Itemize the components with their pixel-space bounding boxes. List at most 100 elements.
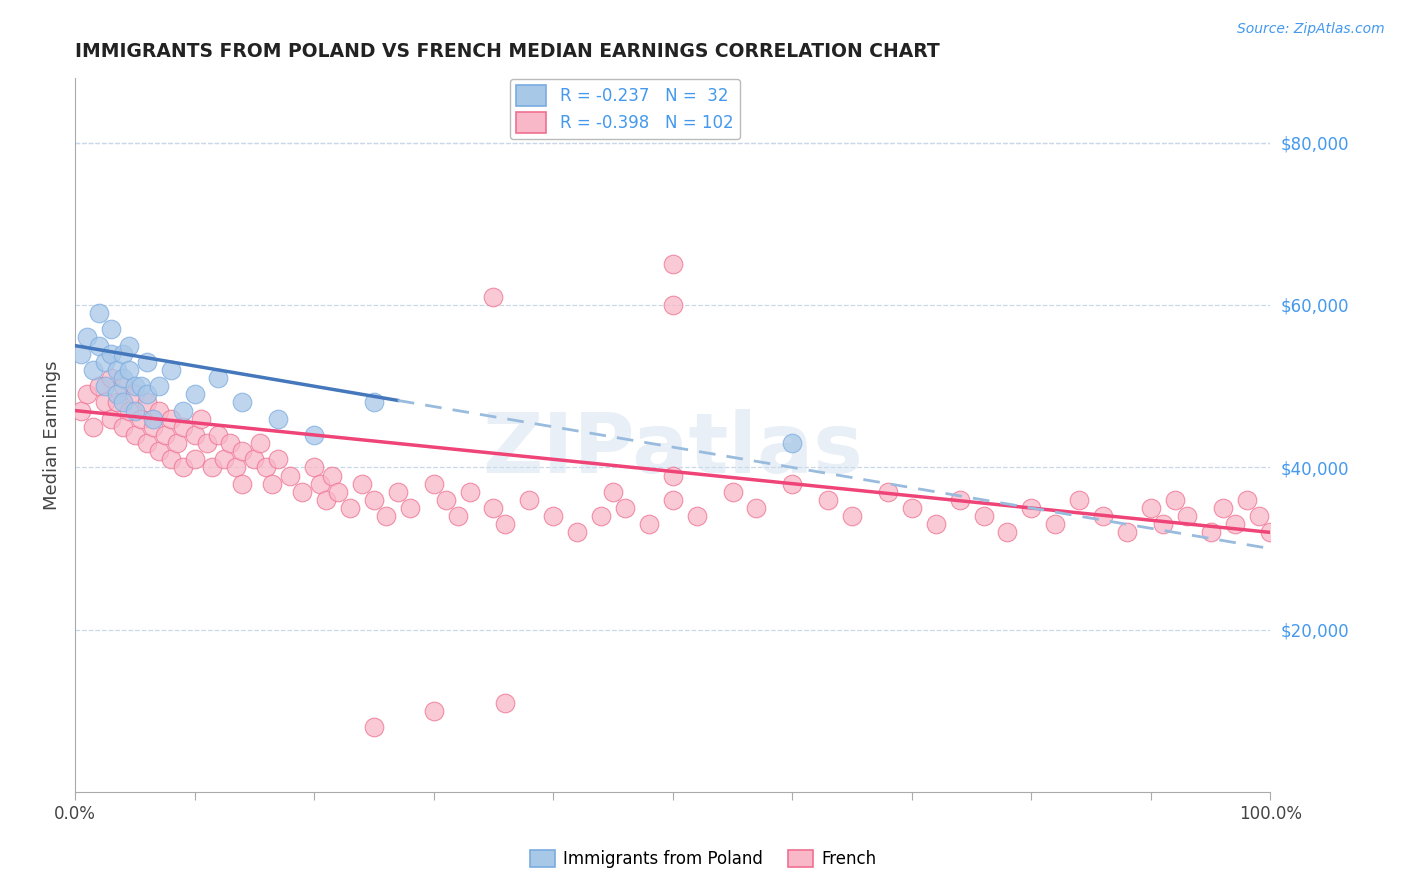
Point <box>309 476 332 491</box>
Point <box>166 436 188 450</box>
Text: IMMIGRANTS FROM POLAND VS FRENCH MEDIAN EARNINGS CORRELATION CHART: IMMIGRANTS FROM POLAND VS FRENCH MEDIAN … <box>75 42 939 61</box>
Point <box>973 509 995 524</box>
Point <box>661 257 683 271</box>
Point <box>124 428 146 442</box>
Point <box>159 411 181 425</box>
Point <box>997 525 1019 540</box>
Point <box>111 347 134 361</box>
Point <box>925 517 948 532</box>
Legend: R = -0.237   N =  32, R = -0.398   N = 102: R = -0.237 N = 32, R = -0.398 N = 102 <box>510 78 740 139</box>
Point <box>494 696 516 710</box>
Point <box>70 347 93 361</box>
Point <box>315 492 337 507</box>
Point <box>1045 517 1067 532</box>
Point <box>195 436 218 450</box>
Point <box>267 452 290 467</box>
Point <box>135 395 157 409</box>
Point <box>637 517 659 532</box>
Point <box>105 387 128 401</box>
Point <box>877 484 900 499</box>
Point <box>482 501 505 516</box>
Point <box>422 476 444 491</box>
Point <box>1140 501 1163 516</box>
Point <box>291 484 314 499</box>
Point <box>142 411 165 425</box>
Point <box>94 395 117 409</box>
Point <box>183 452 205 467</box>
Point <box>87 306 110 320</box>
Point <box>661 298 683 312</box>
Point <box>94 355 117 369</box>
Point <box>172 419 194 434</box>
Point <box>159 452 181 467</box>
Point <box>129 379 152 393</box>
Point <box>1212 501 1234 516</box>
Point <box>100 411 122 425</box>
Point <box>87 338 110 352</box>
Point <box>105 363 128 377</box>
Point <box>183 387 205 401</box>
Point <box>231 444 253 458</box>
Point <box>817 492 839 507</box>
Point <box>398 501 420 516</box>
Point <box>172 403 194 417</box>
Point <box>76 330 98 344</box>
Point <box>387 484 409 499</box>
Point <box>782 476 804 491</box>
Point <box>517 492 540 507</box>
Point <box>82 419 104 434</box>
Point <box>602 484 624 499</box>
Point <box>541 509 564 524</box>
Point <box>661 492 683 507</box>
Point <box>949 492 972 507</box>
Point <box>422 704 444 718</box>
Point <box>82 363 104 377</box>
Point <box>207 371 229 385</box>
Point <box>100 371 122 385</box>
Point <box>613 501 636 516</box>
Point <box>135 387 157 401</box>
Point <box>661 468 683 483</box>
Point <box>190 411 212 425</box>
Point <box>183 428 205 442</box>
Point <box>363 395 385 409</box>
Point <box>70 403 93 417</box>
Point <box>231 476 253 491</box>
Point <box>1164 492 1187 507</box>
Point <box>201 460 224 475</box>
Point <box>841 509 863 524</box>
Point <box>76 387 98 401</box>
Point <box>458 484 481 499</box>
Point <box>1175 509 1198 524</box>
Point <box>153 428 176 442</box>
Point <box>219 436 242 450</box>
Point <box>254 460 277 475</box>
Point <box>111 371 134 385</box>
Point <box>446 509 468 524</box>
Point <box>243 452 266 467</box>
Point <box>745 501 768 516</box>
Point <box>494 517 516 532</box>
Point <box>124 387 146 401</box>
Point <box>118 363 141 377</box>
Point <box>159 363 181 377</box>
Point <box>207 428 229 442</box>
Point <box>321 468 343 483</box>
Point <box>262 476 284 491</box>
Point <box>94 379 117 393</box>
Point <box>148 444 170 458</box>
Point <box>350 476 373 491</box>
Point <box>135 355 157 369</box>
Point <box>1152 517 1174 532</box>
Point <box>363 720 385 734</box>
Point <box>339 501 361 516</box>
Point <box>249 436 271 450</box>
Point <box>1247 509 1270 524</box>
Point <box>142 419 165 434</box>
Point <box>111 379 134 393</box>
Point <box>1092 509 1115 524</box>
Point <box>100 322 122 336</box>
Legend: Immigrants from Poland, French: Immigrants from Poland, French <box>523 843 883 875</box>
Point <box>1069 492 1091 507</box>
Point <box>326 484 349 499</box>
